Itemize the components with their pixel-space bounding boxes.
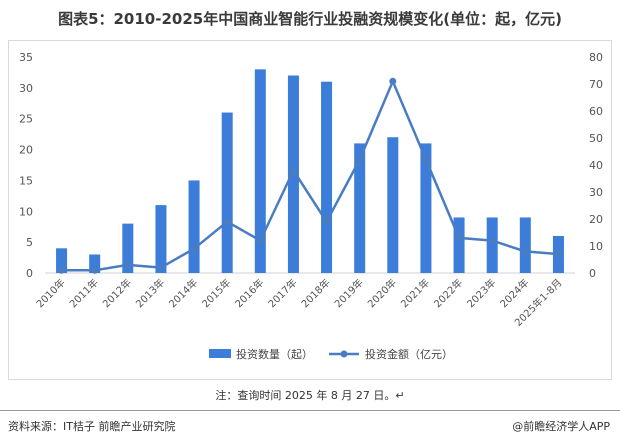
x-tick-label: 2021年 [398,276,432,310]
x-tick-label: 2017年 [265,276,299,310]
footer-divider [0,410,620,411]
x-tick-label: 2013年 [133,276,167,310]
x-tick-label: 2010年 [33,276,67,310]
x-tick-label: 2020年 [365,276,399,310]
x-tick-label: 2011年 [67,276,101,310]
line-point [389,77,397,85]
bar [420,143,432,273]
y-left-tick-label: 25 [19,113,33,126]
y-left-tick-label: 30 [19,82,33,95]
line-point [323,218,331,226]
bar [486,217,498,273]
y-right-tick-label: 70 [589,78,603,91]
bar [155,205,167,273]
bar [519,217,531,273]
x-tick-label: 2015年 [199,276,233,310]
line-point [190,245,198,253]
bar [453,217,465,273]
line-point [58,266,66,274]
y-right-tick-label: 20 [589,213,603,226]
y-left-tick-label: 5 [26,236,33,249]
source-text: 资料来源：IT桔子 前瞻产业研究院 [8,420,176,433]
legend-bar-label: 投资数量（起） [236,347,313,361]
y-left-tick-label: 15 [19,174,33,187]
chart-title: 图表5：2010-2025年中国商业智能行业投融资规模变化(单位：起，亿元) [58,10,562,28]
combo-chart: 0 5 10 15 20 25 30 35 0 10 20 30 40 50 60 70 80 2010年 2011… [19,51,603,361]
bar [56,248,68,273]
x-tick-label: 2018年 [298,276,332,310]
bar [89,254,101,273]
line-point [455,234,463,242]
chart-note: 注：查询时间 2025 年 8 月 27 日。↵ [215,389,405,402]
line-point [422,156,430,164]
y-left-tick-label: 20 [19,144,33,157]
x-tick-label: 2012年 [100,276,134,310]
y-right-tick-label: 80 [589,51,603,64]
x-tick-label: 2016年 [232,276,266,310]
legend-line-marker [340,350,348,358]
bar [321,81,333,273]
line-point [223,218,231,226]
line-series [61,80,559,272]
bar [221,112,233,274]
bar [387,137,399,273]
legend-line-label: 投资金额（亿元） [365,347,453,361]
bar [188,180,200,273]
brand-text: @前瞻经济学人APP [512,420,610,433]
y-right-tick-label: 30 [589,186,603,199]
line-point [124,261,132,269]
line-point [488,237,496,245]
y-right-tick-label: 0 [589,267,596,280]
line-point [256,237,264,245]
y-right-tick-label: 60 [589,105,603,118]
line-point [356,156,364,164]
bar [254,69,266,273]
legend-bar-swatch [209,349,231,358]
chart-area: 0 5 10 15 20 25 30 35 0 10 20 30 40 50 60 70 80 2010年 2011… [8,40,612,380]
line-point [521,247,529,255]
line-point [91,266,99,274]
x-tick-label: 2024年 [497,276,531,310]
bar [287,75,299,273]
y-right-tick-label: 40 [589,159,603,172]
line-point [554,250,562,258]
bar [122,223,134,273]
y-left-tick-label: 0 [26,267,33,280]
y-right-tick-label: 50 [589,132,603,145]
x-tick-label: 2014年 [166,276,200,310]
y-left-tick-label: 10 [19,205,33,218]
y-right-tick-label: 10 [589,240,603,253]
x-tick-label: 2019年 [332,276,366,310]
bar [354,143,366,273]
line-point [289,166,297,174]
line-point [157,264,165,272]
x-tick-label: 2023年 [464,276,498,310]
x-tick-label: 2022年 [431,276,465,310]
y-left-tick-label: 35 [19,51,33,64]
